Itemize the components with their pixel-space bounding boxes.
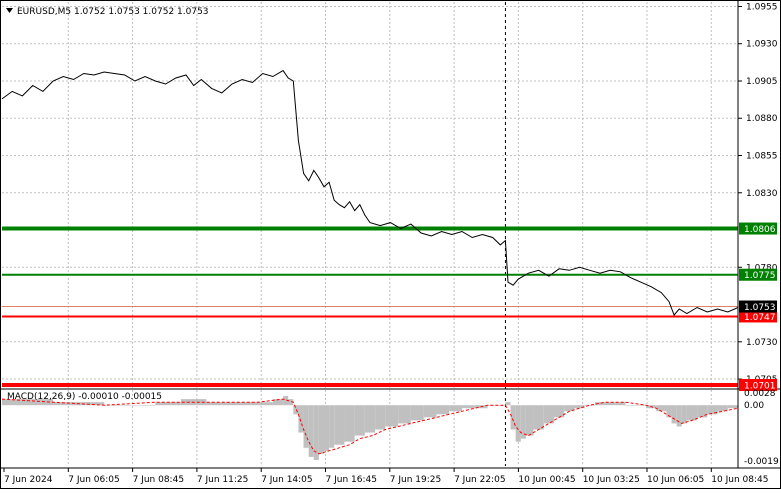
macd-histogram-bar <box>676 405 682 427</box>
macd-histogram-bar <box>727 405 738 409</box>
time-tick-label: 7 Jun 2024 <box>4 475 53 485</box>
macd-histogram-bar <box>364 405 376 433</box>
macd-histogram-bar <box>344 405 355 442</box>
time-tick-label: 10 Jun 06:05 <box>647 475 704 485</box>
macd-histogram-bar <box>334 405 345 445</box>
macd-histogram-bar <box>510 405 516 430</box>
macd-signal-line <box>1 398 739 455</box>
price-tick-label: 1.0855 <box>746 152 778 162</box>
macd-histogram-bar <box>436 405 450 415</box>
macd-histogram-bar <box>707 405 718 415</box>
macd-histogram-bar <box>605 402 616 406</box>
price-tick-label: 1.0905 <box>746 77 778 87</box>
macd-histogram-bar <box>410 405 424 421</box>
macd-histogram-bar <box>525 405 534 436</box>
price-series-line <box>1 69 739 316</box>
macd-histogram-bar <box>257 402 273 406</box>
macd-histogram-bar <box>487 405 501 406</box>
macd-histogram-bar <box>574 405 585 409</box>
symbol-header: EURUSD,M5 1.0752 1.0753 1.0752 1.0753 <box>6 7 209 17</box>
macd-histogram-bar <box>375 405 386 430</box>
time-tick-label: 7 Jun 06:05 <box>68 475 119 485</box>
macd-histogram-bar <box>232 402 258 406</box>
macd-histogram-bar <box>584 405 595 406</box>
level-price-box <box>739 222 777 235</box>
macd-histogram-bar <box>313 405 319 460</box>
time-tick-label: 7 Jun 22:05 <box>454 475 505 485</box>
macd-histogram-bar <box>308 405 314 457</box>
level-price-label: 1.0747 <box>744 313 776 323</box>
macd-histogram-bar <box>666 405 672 418</box>
time-tick-label: 7 Jun 16:45 <box>326 475 377 485</box>
macd-histogram-bar <box>656 405 667 412</box>
macd-histogram-bar <box>625 405 636 406</box>
macd-histogram-bar <box>543 405 554 424</box>
macd-histogram-bar <box>272 399 284 406</box>
symbol-info: EURUSD,M5 1.0752 1.0753 1.0752 1.0753 <box>17 7 209 17</box>
current-price-box <box>739 300 777 313</box>
triangle-down-icon[interactable] <box>6 8 13 13</box>
macd-tick-label: 0.00 <box>744 401 764 411</box>
price-tick-label: 1.0730 <box>746 338 778 348</box>
price-tick-label: 1.0830 <box>746 189 778 199</box>
macd-histogram-bar <box>329 405 335 448</box>
macd-histogram-bar <box>594 402 606 406</box>
macd-histogram-bar <box>564 405 575 412</box>
level-price-box <box>739 268 777 281</box>
time-tick-label: 7 Jun 14:05 <box>261 475 312 485</box>
time-tick-label: 10 Jun 03:25 <box>583 475 640 485</box>
macd-histogram-bar <box>298 405 304 433</box>
macd-histogram-bar <box>423 405 437 418</box>
macd-histogram-bar <box>303 405 309 448</box>
current-price-label: 1.0753 <box>744 303 776 313</box>
macd-histogram-bar <box>385 405 399 427</box>
price-tick-label: 1.0955 <box>746 2 778 12</box>
macd-histogram-bar <box>129 405 156 406</box>
macd-histogram-bar <box>520 405 526 439</box>
macd-histogram-bar <box>104 405 130 406</box>
macd-histogram-bar <box>717 405 728 412</box>
level-price-label: 1.0701 <box>744 382 776 392</box>
level-price-box <box>739 310 777 323</box>
time-tick-label: 10 Jun 00:45 <box>518 475 575 485</box>
macd-histogram-bar <box>293 405 299 415</box>
price-tick-label: 1.0880 <box>746 114 778 124</box>
macd-histogram-bar <box>2 399 54 406</box>
macd-histogram-bar <box>697 405 708 418</box>
time-tick-label: 7 Jun 08:45 <box>133 475 184 485</box>
time-tick-label: 10 Jun 08:45 <box>711 475 768 485</box>
price-tick-label: 1.0780 <box>746 263 778 273</box>
macd-histogram-bar <box>533 405 544 430</box>
level-price-label: 1.0775 <box>744 271 776 281</box>
time-tick-label: 7 Jun 19:25 <box>390 475 441 485</box>
macd-histogram-bar <box>398 405 411 424</box>
macd-histogram-bar <box>686 405 698 421</box>
macd-histogram-bar <box>288 399 294 406</box>
price-tick-label: 1.0930 <box>746 40 778 50</box>
macd-histogram-bar <box>155 402 181 406</box>
level-price-box <box>739 379 777 392</box>
macd-label: MACD(12,26,9) -0.00010 -0.00015 <box>7 392 162 402</box>
macd-histogram-bar <box>462 405 475 409</box>
macd-tick-label: 0.0028 <box>744 389 776 399</box>
macd-histogram-bar <box>505 402 511 406</box>
macd-histogram-bar <box>615 402 626 406</box>
macd-histogram-bar <box>206 402 232 406</box>
macd-histogram-bar <box>324 405 330 451</box>
level-price-label: 1.0806 <box>744 225 776 235</box>
macd-histogram-bar <box>449 405 462 412</box>
macd-histogram-bar <box>515 405 521 442</box>
macd-histogram-bar <box>671 405 677 424</box>
macd-tick-label: -0.0019 <box>744 457 779 467</box>
macd-histogram-bar <box>354 405 365 436</box>
macd-histogram-bar <box>554 405 565 418</box>
macd-histogram-bar <box>681 405 687 424</box>
macd-histogram-bar <box>318 405 324 454</box>
macd-histogram-bar <box>283 396 289 406</box>
macd-histogram-bar <box>635 405 646 406</box>
time-tick-label: 7 Jun 11:25 <box>197 475 248 485</box>
